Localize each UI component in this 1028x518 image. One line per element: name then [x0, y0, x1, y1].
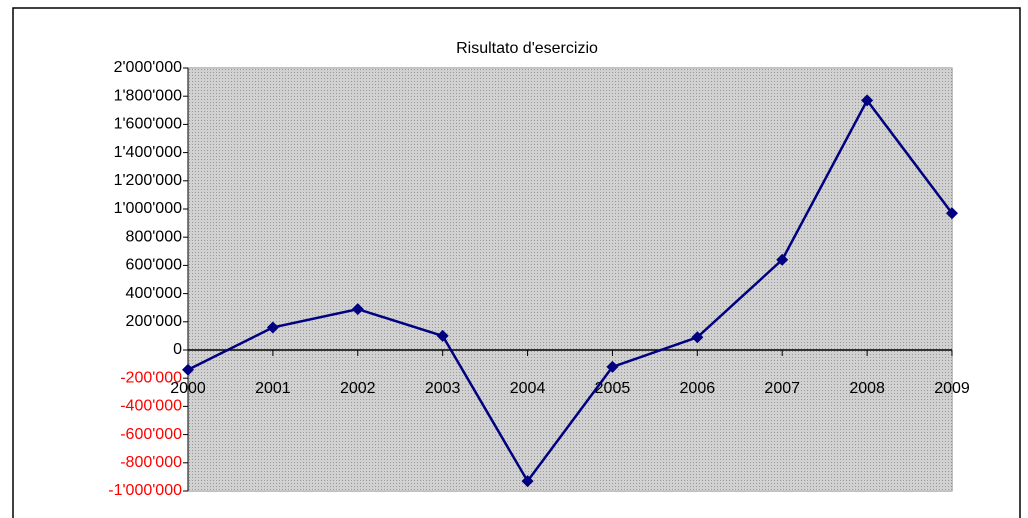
marker — [946, 207, 958, 220]
x-tick-label: 2009 — [934, 380, 970, 397]
y-tick-label: 800'000 — [126, 228, 183, 245]
x-tick-label: 2006 — [680, 380, 716, 397]
marker — [776, 253, 789, 266]
y-tick-label: -600'000 — [120, 426, 182, 443]
marker — [436, 329, 449, 342]
y-tick-label: 1'600'000 — [114, 116, 183, 133]
x-tick-label: 2007 — [764, 380, 800, 397]
y-tick-label: -800'000 — [120, 454, 182, 471]
marker — [861, 94, 874, 107]
x-tick-label: 2003 — [425, 380, 461, 397]
chart-frame — [12, 7, 1021, 518]
x-tick-label: 2001 — [255, 380, 291, 397]
x-tick-label: 2004 — [510, 380, 546, 397]
x-tick-label: 2002 — [340, 380, 376, 397]
marker — [351, 303, 364, 316]
marker — [691, 331, 704, 344]
y-tick-label: 1'800'000 — [114, 87, 183, 104]
y-tick-label: 1'200'000 — [114, 172, 183, 189]
x-tick-label: 2000 — [170, 380, 206, 397]
marker — [182, 363, 194, 376]
y-tick-label: -400'000 — [120, 398, 182, 415]
marker — [266, 321, 279, 334]
y-tick-label: 2'000'000 — [114, 59, 183, 76]
y-tick-label: 400'000 — [126, 285, 183, 302]
marker — [606, 360, 619, 373]
series-line — [187, 98, 953, 484]
y-tick-label: -200'000 — [120, 369, 182, 386]
x-tick-label: 2008 — [849, 380, 885, 397]
y-tick-label: 600'000 — [126, 257, 183, 274]
marker — [521, 475, 534, 488]
y-tick-label: 1'400'000 — [114, 144, 183, 161]
x-tick-label: 2005 — [595, 380, 631, 397]
chart-title: Risultato d'esercizio — [456, 40, 598, 57]
y-tick-label: 1'000'000 — [114, 200, 183, 217]
y-tick-label: 200'000 — [126, 313, 183, 330]
y-tick-label: 0 — [173, 341, 182, 358]
y-tick-label: -1'000'000 — [108, 482, 182, 499]
plot-pattern — [188, 68, 952, 491]
